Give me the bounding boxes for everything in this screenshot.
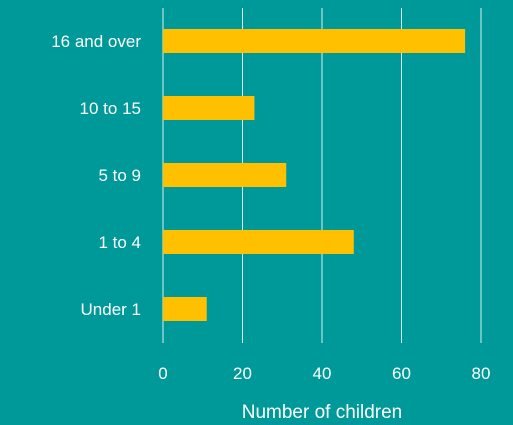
category-labels: 16 and over 10 to 15 5 to 9 1 to 4 Under 1	[51, 32, 141, 319]
category-label-5-to-9: 5 to 9	[98, 166, 141, 185]
bar-under-1	[163, 297, 207, 321]
bars	[163, 29, 466, 321]
bar-1-to-4	[163, 230, 354, 254]
x-tick-labels: 0 20 40 60 80	[158, 364, 490, 383]
x-tick-label-40: 40	[313, 364, 332, 383]
category-label-10-to-15: 10 to 15	[80, 99, 141, 118]
bar-10-to-15	[163, 96, 255, 120]
x-axis-title: Number of children	[242, 402, 403, 423]
x-tick-label-20: 20	[233, 364, 252, 383]
x-tick-label-60: 60	[392, 364, 411, 383]
x-tick-label-0: 0	[158, 364, 167, 383]
category-label-16-and-over: 16 and over	[51, 32, 141, 51]
x-tick-label-80: 80	[472, 364, 491, 383]
bar-5-to-9	[163, 163, 287, 187]
category-label-under-1: Under 1	[81, 300, 141, 319]
category-label-1-to-4: 1 to 4	[98, 233, 141, 252]
gridlines	[162, 8, 482, 343]
bar-16-and-over	[163, 29, 466, 53]
